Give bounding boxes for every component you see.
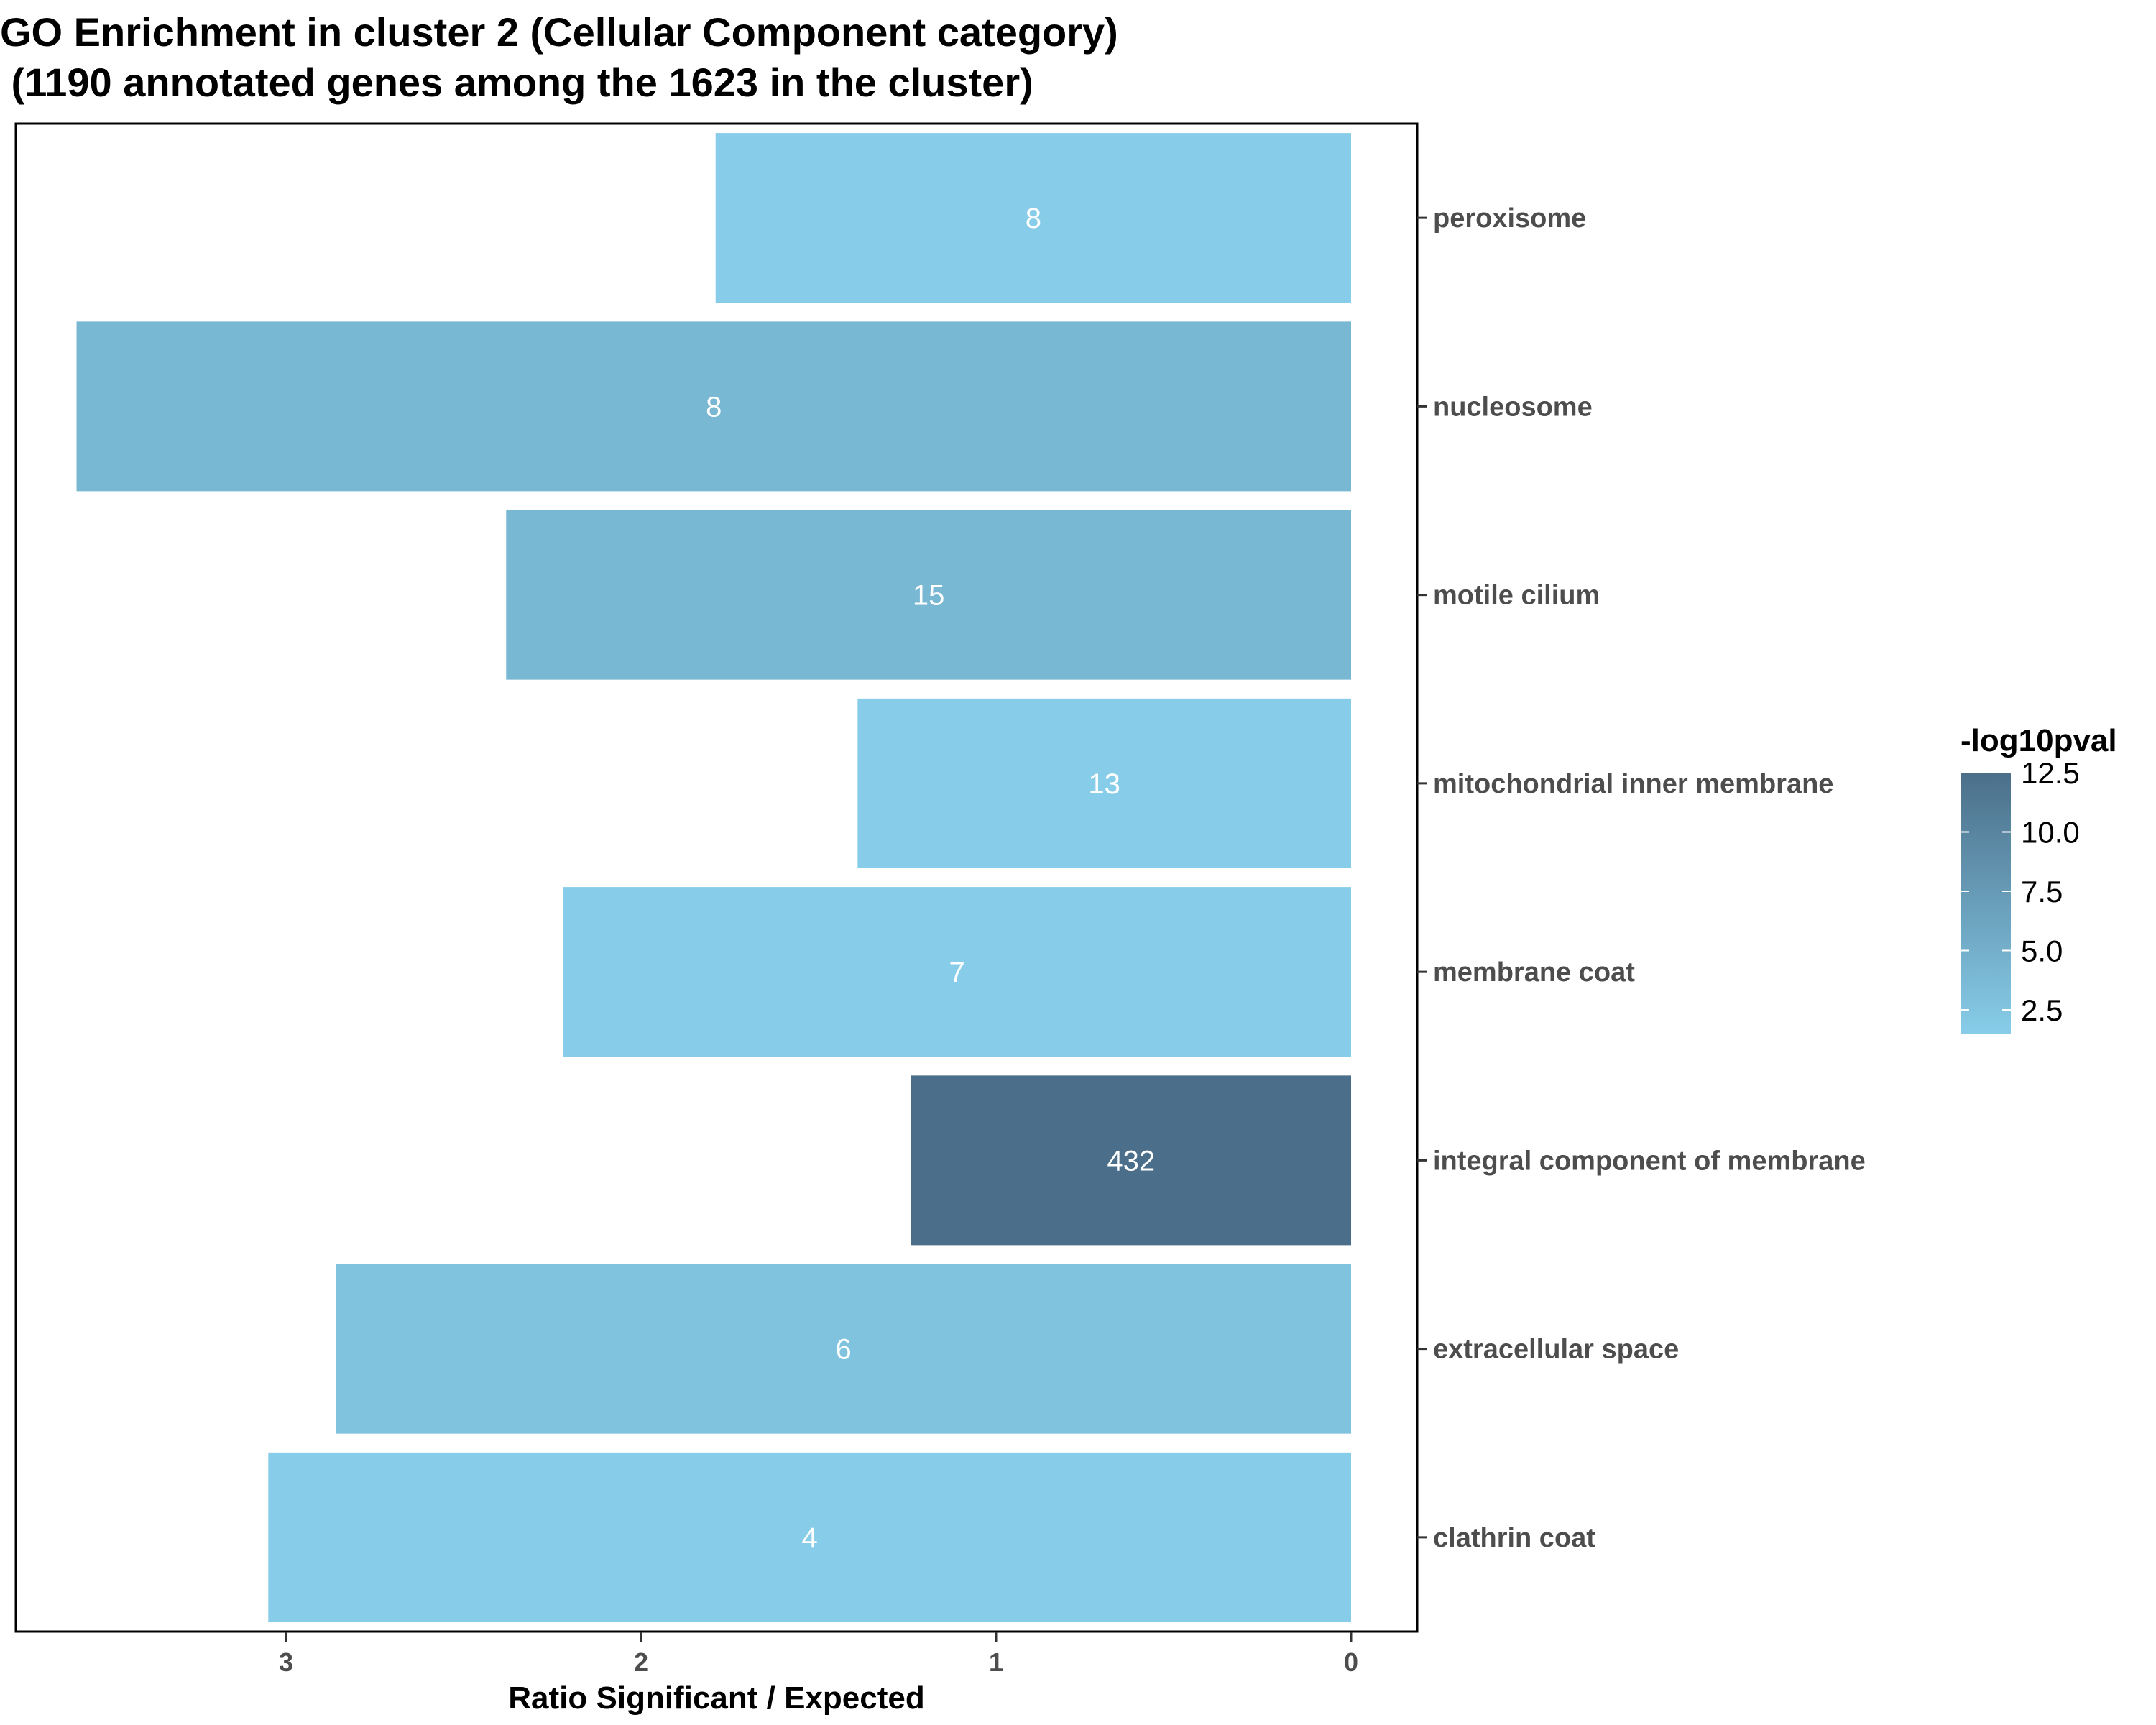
category-label: clathrin coat [1433,1523,1595,1553]
bar-value-label: 4 [802,1522,818,1554]
chart-title: GO Enrichment in cluster 2 (Cellular Com… [0,7,1118,108]
bar [715,133,1351,303]
category-label: peroxisome [1433,203,1586,234]
legend: -log10pval 12.5 10.0 7.5 5.0 2.5 [1961,723,2117,1034]
x-axis: 3 2 1 0 [279,1632,1358,1677]
category-label: nucleosome [1433,392,1593,422]
x-tick-label: 1 [989,1647,1003,1677]
bar-value-label: 8 [706,391,722,423]
x-tick-label: 2 [634,1647,648,1677]
bar [336,1264,1351,1434]
category-label: motile cilium [1433,581,1600,611]
chart-title-line-2: (1190 annotated genes among the 1623 in … [0,60,1033,105]
bar [268,1452,1351,1622]
x-axis-title: Ratio Significant / Expected [508,1680,924,1716]
y-axis: peroxisome nucleosome motile cilium mitocho… [1417,203,1866,1553]
legend-tick-label: 10.0 [2021,816,2080,850]
x-tick-label: 0 [1344,1647,1358,1677]
bar-value-label: 6 [835,1334,851,1366]
bar [76,321,1351,492]
bar [857,698,1351,868]
bar [563,887,1351,1057]
bar [506,510,1351,680]
bar-value-label: 13 [1088,768,1120,800]
category-label: integral component of membrane [1433,1146,1866,1176]
bar-value-label: 432 [1107,1145,1155,1177]
bar-value-label: 7 [949,957,965,988]
legend-tick-label: 2.5 [2021,993,2063,1027]
bar [911,1075,1351,1246]
legend-title: -log10pval [1961,723,2117,758]
legend-colorbar [1961,773,2011,1034]
x-tick-label: 3 [279,1647,293,1677]
legend-ticks: 12.5 10.0 7.5 5.0 2.5 [1961,756,2080,1027]
legend-tick-label: 5.0 [2021,934,2063,968]
legend-tick-label: 12.5 [2021,756,2080,790]
plot-panel-border [14,122,1419,1633]
legend-tick-label: 7.5 [2021,875,2063,908]
bars: 8 8 15 13 7 432 6 4 [76,133,1351,1622]
chart-title-line-1: GO Enrichment in cluster 2 (Cellular Com… [0,9,1118,55]
category-label: mitochondrial inner membrane [1433,769,1833,799]
bar-value-label: 8 [1026,203,1041,234]
category-label: membrane coat [1433,957,1635,988]
bar-value-label: 15 [913,580,945,612]
category-label: extracellular space [1433,1335,1679,1365]
